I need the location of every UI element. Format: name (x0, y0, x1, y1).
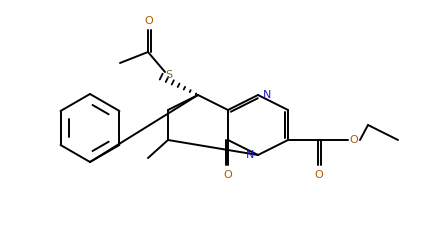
Text: O: O (349, 135, 358, 145)
Text: O: O (145, 16, 153, 26)
Text: N: N (263, 90, 271, 100)
Text: O: O (224, 170, 233, 180)
Text: O: O (315, 170, 323, 180)
Text: S: S (165, 70, 172, 80)
Text: N: N (246, 150, 254, 160)
